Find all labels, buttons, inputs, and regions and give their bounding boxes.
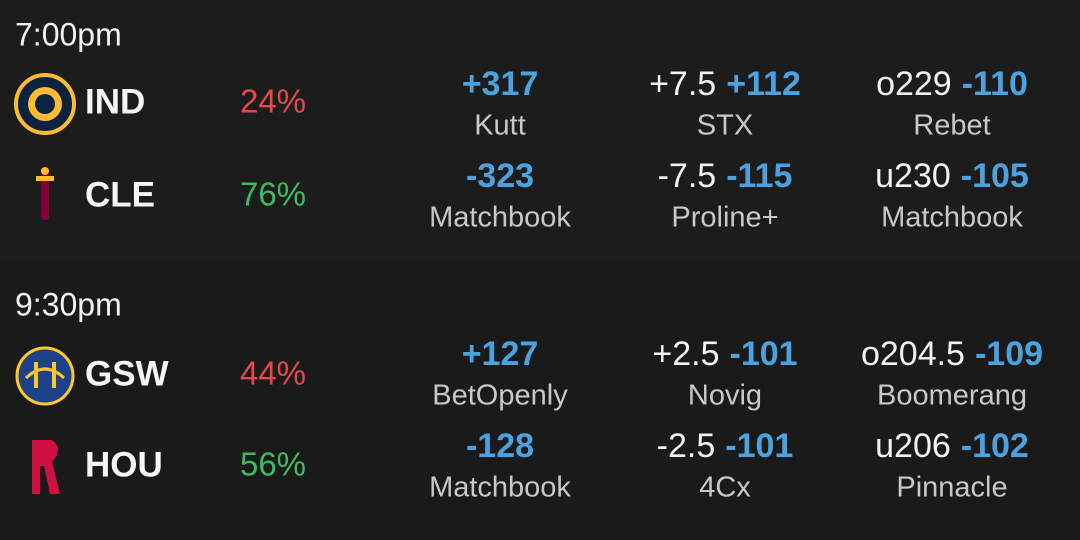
total-line: u230: [875, 157, 951, 195]
game-band: [0, 262, 1080, 540]
total-line: o204.5: [861, 335, 965, 373]
gsw-logo: [15, 346, 75, 406]
spread-odds: -101: [730, 335, 798, 373]
moneyline-price: -323: [466, 157, 534, 195]
moneyline-price: +127: [462, 335, 539, 373]
total-price: o204.5 -109: [861, 335, 1043, 373]
spread-odds: -101: [725, 427, 793, 465]
team-abbr: CLE: [85, 175, 155, 214]
moneyline-odds: -323: [466, 157, 534, 195]
moneyline-book: Matchbook: [429, 202, 571, 234]
team-abbr: IND: [85, 82, 145, 121]
spread-price: -7.5 -115: [658, 157, 793, 195]
spread-price: -2.5 -101: [657, 427, 794, 465]
total-book: Rebet: [913, 110, 990, 142]
total-odds: -102: [961, 427, 1029, 465]
moneyline-odds: +127: [462, 335, 539, 373]
team-abbr: HOU: [85, 445, 163, 484]
spread-line: +7.5: [649, 65, 716, 103]
total-price: o229 -110: [876, 65, 1028, 103]
spread-price: +7.5 +112: [649, 65, 801, 103]
spread-line: -2.5: [657, 427, 716, 465]
moneyline-odds: -128: [466, 427, 534, 465]
total-line: u206: [875, 427, 951, 465]
total-price: u206 -102: [875, 427, 1029, 465]
moneyline-book: BetOpenly: [432, 380, 568, 412]
cle-logo: [36, 167, 54, 220]
moneyline-price: +317: [462, 65, 539, 103]
spread-book: 4Cx: [699, 472, 751, 504]
win-pct: 56%: [240, 446, 306, 483]
game-time: 7:00pm: [15, 16, 122, 52]
win-pct: 24%: [240, 83, 306, 120]
moneyline-price: -128: [466, 427, 534, 465]
total-book: Boomerang: [877, 380, 1027, 412]
spread-price: +2.5 -101: [652, 335, 797, 373]
spread-line: +2.5: [652, 335, 719, 373]
spread-odds: -115: [726, 157, 792, 195]
total-odds: -105: [961, 157, 1029, 195]
spread-book: Proline+: [671, 202, 778, 234]
total-odds: -110: [962, 65, 1028, 103]
total-book: Pinnacle: [896, 472, 1007, 504]
total-line: o229: [876, 65, 952, 103]
spread-book: STX: [697, 110, 753, 142]
total-odds: -109: [975, 335, 1043, 373]
spread-book: Novig: [688, 380, 762, 412]
hou-logo: [32, 440, 60, 494]
team-abbr: GSW: [85, 354, 169, 393]
win-pct: 44%: [240, 355, 306, 392]
total-price: u230 -105: [875, 157, 1029, 195]
game-time: 9:30pm: [15, 286, 122, 322]
spread-odds: +112: [726, 65, 801, 103]
moneyline-book: Kutt: [474, 110, 526, 142]
ind-logo: [14, 73, 76, 135]
total-book: Matchbook: [881, 202, 1023, 234]
win-pct: 76%: [240, 176, 306, 213]
moneyline-odds: +317: [462, 65, 539, 103]
spread-line: -7.5: [658, 157, 717, 195]
moneyline-book: Matchbook: [429, 472, 571, 504]
